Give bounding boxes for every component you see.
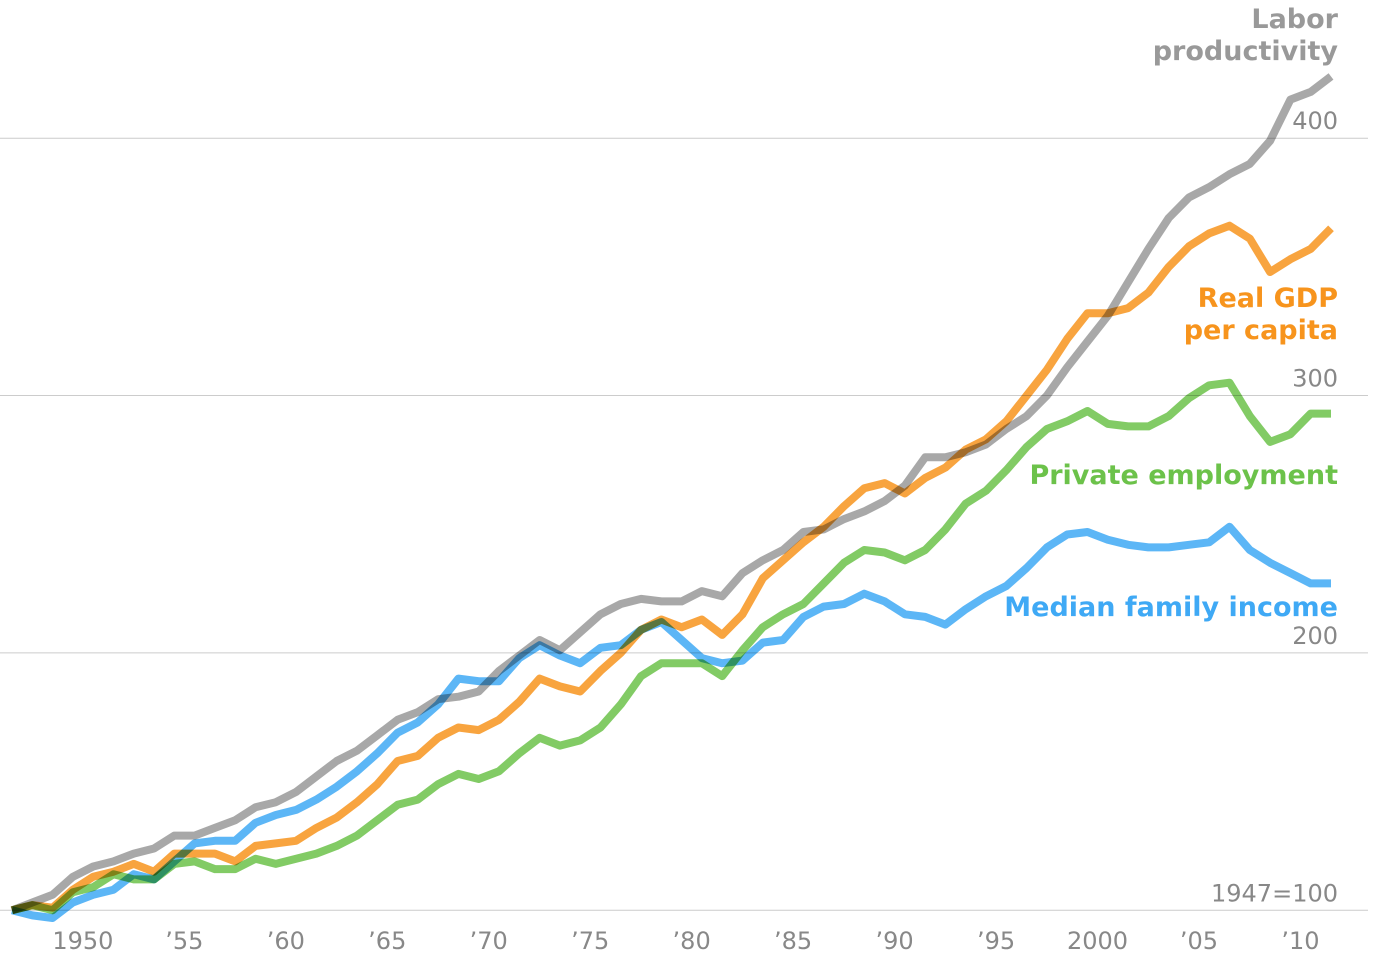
series-label: Private employment [1029, 460, 1338, 491]
x-tick-label: ’55 [165, 927, 203, 955]
x-tick-label: 1950 [52, 927, 113, 955]
series-line [10, 73, 1334, 915]
series-label: Labor productivity [1152, 4, 1338, 67]
x-tick-label: ’85 [774, 927, 812, 955]
x-tick-label: ’95 [977, 927, 1015, 955]
x-tick-label: ’05 [1180, 927, 1218, 955]
x-tick-label: ’10 [1281, 927, 1319, 955]
series-label: Real GDP per capita [1183, 283, 1338, 346]
y-tick-label: 300 [1292, 365, 1338, 393]
y-tick-label: 400 [1292, 107, 1338, 135]
y-tick-label: 1947=100 [1211, 879, 1338, 907]
x-tick-label: ’65 [368, 927, 406, 955]
series-line [11, 221, 1334, 915]
y-tick-label: 200 [1292, 622, 1338, 650]
x-tick-label: ’70 [470, 927, 508, 955]
series-line [11, 378, 1331, 915]
x-tick-label: ’90 [875, 927, 913, 955]
x-tick-label: 2000 [1067, 927, 1128, 955]
x-tick-label: ’75 [571, 927, 609, 955]
series-line [11, 522, 1331, 922]
x-tick-label: ’60 [267, 927, 305, 955]
series-label: Median family income [1004, 592, 1338, 623]
x-tick-label: ’80 [673, 927, 711, 955]
